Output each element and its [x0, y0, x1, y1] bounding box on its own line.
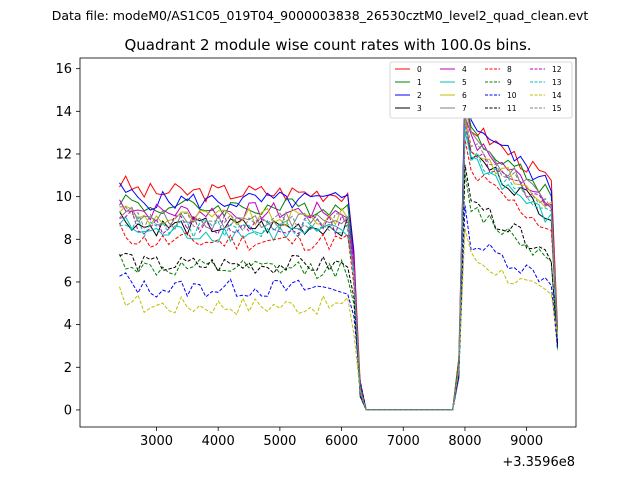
legend-label-11: 11	[507, 104, 517, 113]
legend-label-4: 4	[462, 65, 467, 74]
legend-label-9: 9	[507, 78, 512, 87]
x-tick-label: 5000	[263, 434, 296, 449]
series-line-4	[119, 116, 558, 411]
series-line-12	[119, 123, 558, 411]
legend-label-13: 13	[552, 78, 562, 87]
legend-label-10: 10	[507, 91, 517, 100]
legend-label-8: 8	[507, 65, 512, 74]
y-tick-label: 0	[64, 403, 72, 418]
legend-label-0: 0	[417, 65, 422, 74]
plot-frame	[79, 57, 577, 428]
y-tick-label: 10	[55, 190, 72, 205]
x-tick-label: 7000	[387, 434, 420, 449]
series-line-5	[119, 131, 558, 411]
x-tick-label: 6000	[325, 434, 358, 449]
y-tick-label: 8	[64, 233, 72, 248]
y-tick-label: 6	[64, 275, 72, 290]
y-tick-label: 14	[55, 105, 72, 120]
axes: 3000 4000 5000 6000 7000 8000 9000024681012141…	[55, 57, 577, 449]
legend-label-15: 15	[552, 104, 562, 113]
legend-label-1: 1	[417, 78, 422, 87]
x-axis-offset-label: +3.3596e8	[502, 455, 575, 470]
x-tick-label: 8000	[448, 434, 481, 449]
series-line-13	[119, 126, 558, 411]
legend-label-7: 7	[462, 104, 467, 113]
series-line-6	[119, 118, 558, 411]
chart-title: Quadrant 2 module wise count rates with …	[124, 36, 531, 54]
series-line-8	[119, 139, 558, 411]
legend-label-14: 14	[552, 91, 562, 100]
legend-box	[389, 61, 573, 119]
legend-label-2: 2	[417, 91, 422, 100]
figure-suptitle: Data file: modeM0/AS1C05_019T04_90000038…	[52, 8, 589, 23]
series-line-11	[119, 164, 558, 411]
series-layer	[119, 82, 558, 411]
series-line-7	[119, 107, 558, 411]
x-tick-label: 9000	[510, 434, 543, 449]
legend-label-6: 6	[462, 91, 467, 100]
series-line-14	[119, 228, 558, 411]
series-line-15	[119, 113, 558, 411]
x-tick-label: 4000	[202, 434, 235, 449]
series-line-9	[119, 173, 558, 411]
y-tick-label: 2	[64, 361, 72, 376]
y-tick-label: 16	[55, 62, 72, 77]
series-line-2	[119, 82, 558, 411]
series-line-0	[119, 93, 558, 411]
legend-label-3: 3	[417, 104, 422, 113]
series-line-1	[119, 97, 558, 411]
legend-label-12: 12	[552, 65, 562, 74]
y-tick-label: 4	[64, 318, 72, 333]
x-tick-label: 3000	[140, 434, 173, 449]
y-tick-label: 12	[55, 147, 72, 162]
legend-label-5: 5	[462, 78, 467, 87]
series-line-10	[119, 205, 558, 411]
